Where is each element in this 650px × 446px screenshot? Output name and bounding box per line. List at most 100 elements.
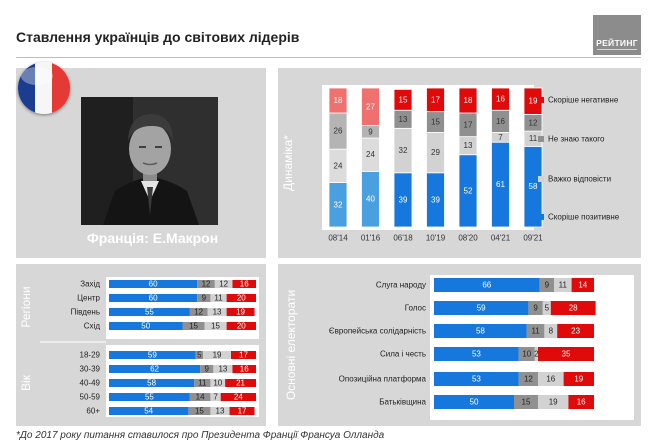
dynamics-legend-swatch: [538, 136, 544, 142]
dynamics-value-label: 9: [368, 127, 373, 136]
electorates-value-label: 35: [562, 350, 571, 359]
electorates-bar-segment: [434, 395, 514, 409]
demographics-bar-segment: [109, 294, 198, 302]
electorates-bar-segment: [514, 395, 538, 409]
electorates-value-label: 66: [482, 281, 491, 290]
dynamics-value-label: 29: [431, 148, 440, 157]
demographics-bar-segment: [214, 280, 233, 288]
dynamics-bar-segment: [328, 87, 348, 114]
electorates-bar-segment: [434, 278, 540, 292]
electorates-bar-segment: [434, 301, 529, 315]
electorates-value-label: 28: [569, 304, 578, 313]
dynamics-value-label: 15: [399, 95, 408, 104]
dynamics-legend-label: Скоріше позитивне: [548, 213, 620, 222]
dynamics-value-label: 61: [496, 180, 505, 189]
dynamics-value-label: 11: [529, 134, 538, 143]
demographics-value-label: 59: [148, 351, 157, 360]
demographics-bar-segment: [210, 393, 221, 401]
electorates-bar-segment: [434, 324, 527, 338]
dynamics-legend-label: Важко відповісти: [548, 175, 611, 184]
demographics-bar-segment: [232, 365, 256, 373]
dynamics-value-label: 39: [431, 195, 440, 204]
demographics-bar-segment: [200, 365, 214, 373]
demographics-value-label: 20: [237, 294, 246, 303]
electorates-value-label: 2: [534, 350, 539, 359]
demographics-bar-segment: [220, 393, 256, 401]
dynamics-legend-swatch: [538, 176, 544, 182]
demographics-value-label: 12: [219, 280, 228, 289]
demographics-value-label: 17: [239, 351, 248, 360]
demographics-value-label: 12: [202, 280, 211, 289]
electorates-bar-segment: [434, 372, 519, 386]
dynamics-x-tick-label: 09'21: [523, 234, 543, 243]
dynamics-value-label: 16: [496, 95, 505, 104]
electorates-value-label: 5: [545, 304, 550, 313]
page-title: Ставлення українців до світових лідерів: [16, 29, 300, 45]
electorates-bar-segment: [538, 372, 564, 386]
electorates-bar-segment: [434, 347, 519, 361]
demographics-value-label: 17: [238, 407, 247, 416]
demographics-value-label: 19: [236, 308, 245, 317]
electorates-value-label: 23: [571, 327, 580, 336]
dynamics-legend-swatch: [538, 214, 544, 220]
electorates-bar-segment: [563, 372, 594, 386]
dynamics-value-label: 58: [529, 182, 538, 191]
electorates-value-label: 59: [477, 304, 486, 313]
demographics-value-label: 10: [213, 379, 222, 388]
demographics-bar-segment: [207, 308, 227, 316]
dynamics-value-label: 18: [334, 96, 343, 105]
demographics-row-label: 40-49: [80, 379, 101, 388]
demographics-bar-segment: [204, 322, 227, 330]
dynamics-value-label: 24: [366, 150, 375, 159]
demographics-bar-segment: [109, 351, 196, 359]
electorates-value-label: 11: [531, 327, 540, 336]
demographics-bar-segment: [109, 308, 190, 316]
dynamics-x-tick-label: 04'21: [491, 234, 511, 243]
demographics-value-label: 58: [147, 379, 156, 388]
demographics-value-label: 21: [236, 379, 245, 388]
dynamics-value-label: 17: [431, 95, 440, 104]
electorates-row-label: Голос: [405, 304, 426, 313]
electorates-bar-segment: [571, 278, 594, 292]
demographics-bar-segment: [188, 407, 211, 415]
demographics-value-label: 19: [213, 351, 222, 360]
demographics-bar-segment: [226, 322, 256, 330]
demographics-bar-segment: [210, 379, 226, 387]
dynamics-legend-label: Не знаю такого: [548, 135, 605, 144]
electorates-bar-segment: [538, 395, 569, 409]
demographics-row-label: 30-39: [80, 365, 101, 374]
dynamics-value-label: 32: [399, 146, 408, 155]
demographics-value-label: 9: [205, 365, 210, 374]
electorates-value-label: 12: [524, 375, 533, 384]
demographics-bar-segment: [109, 322, 183, 330]
demographics-value-label: 9: [202, 294, 207, 303]
dynamics-value-label: 13: [464, 141, 473, 150]
electorates-value-label: 8: [549, 327, 554, 336]
demographics-bar-segment: [109, 379, 195, 387]
demographics-bar-segment: [232, 280, 256, 288]
footnote: *До 2017 року питання ставилося про През…: [16, 430, 385, 441]
demographics-bar-segment: [109, 365, 201, 373]
dynamics-x-tick-label: 10'19: [426, 234, 446, 243]
electorates-value-label: 53: [472, 375, 481, 384]
dynamics-x-tick-label: 08'14: [328, 234, 348, 243]
demographics-row-label: 60+: [86, 407, 100, 416]
demographics-row-label: Захід: [80, 280, 100, 289]
dynamics-x-tick-label: 08'20: [458, 234, 478, 243]
demographics-value-label: 60: [149, 280, 158, 289]
demographics-bar-segment: [229, 407, 255, 415]
demographics-bar-segment: [109, 393, 190, 401]
demographics-bar-segment: [203, 351, 232, 359]
france-flag-icon: [18, 62, 70, 114]
electorates-bar-segment: [539, 278, 554, 292]
electorates-bar-segment: [534, 347, 538, 361]
dynamics-value-label: 18: [464, 96, 473, 105]
electorates-row-label: Батьківщина: [379, 398, 426, 407]
dynamics-legend-swatch: [538, 97, 544, 103]
demographics-value-label: 13: [218, 365, 227, 374]
electorates-bar-segment: [554, 278, 572, 292]
demographics-value-label: 15: [195, 407, 204, 416]
electorates-value-label: 53: [472, 350, 481, 359]
demographics-bar-segment: [197, 280, 215, 288]
